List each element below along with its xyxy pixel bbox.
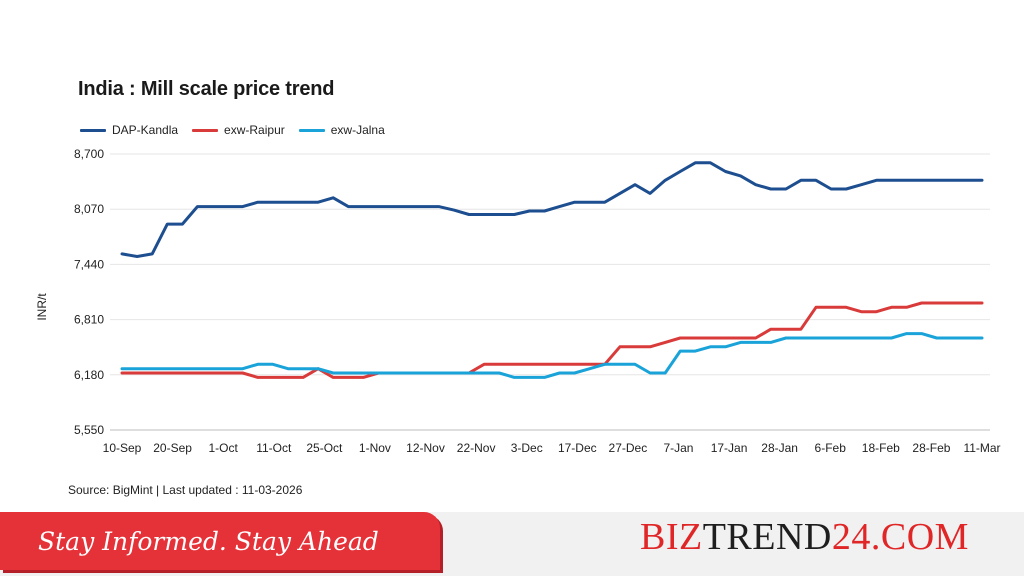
series-lines	[120, 161, 984, 379]
chart-card: India : Mill scale price trend DAP-Kandl…	[35, 78, 1001, 497]
x-tick-label: 25-Oct	[306, 441, 343, 455]
x-tick-label: 12-Nov	[406, 441, 445, 455]
legend-item-dap-kandla: DAP-Kandla	[80, 123, 178, 137]
x-tick-label: 18-Feb	[862, 441, 900, 455]
x-tick-label: 22-Nov	[457, 441, 496, 455]
x-tick-label: 11-Mar	[963, 441, 1000, 455]
legend-swatch-exw-raipur	[192, 128, 219, 132]
y-axis-label: INR/t	[35, 293, 49, 321]
legend-label-dap-kandla: DAP-Kandla	[112, 123, 179, 137]
x-tick-label: 28-Feb	[912, 441, 950, 455]
x-tick-label: 1-Oct	[209, 441, 239, 455]
x-tick-label: 6-Feb	[815, 441, 847, 455]
y-tick-label: 6,180	[74, 368, 104, 382]
source-note: Source: BigMint | Last updated : 11-03-2…	[68, 483, 303, 497]
tagline-box: Stay Informed. Stay Ahead	[0, 512, 440, 570]
x-tick-label: 1-Nov	[359, 441, 391, 455]
tagline-text: Stay Informed. Stay Ahead	[38, 526, 379, 556]
series-line-exw-jalna	[120, 332, 984, 379]
x-tick-label: 17-Jan	[711, 441, 748, 455]
gridlines	[110, 153, 990, 431]
legend-swatch-dap-kandla	[80, 128, 106, 132]
x-tick-label: 20-Sep	[153, 441, 192, 455]
x-tick-label: 11-Oct	[256, 441, 292, 455]
y-axis-ticks: 5,550 6,180 6,810 7,440 8,070 8,700	[74, 147, 104, 437]
y-tick-label: 6,810	[74, 313, 104, 327]
x-axis-ticks: 10-Sep 20-Sep 1-Oct 11-Oct 25-Oct 1-Nov 12-Nov…	[103, 441, 1001, 455]
legend-label-exw-jalna: exw-Jalna	[330, 123, 385, 137]
legend-item-exw-jalna: exw-Jalna	[298, 123, 385, 137]
y-tick-label: 8,700	[74, 147, 104, 161]
y-tick-label: 7,440	[74, 257, 104, 271]
x-tick-label: 3-Dec	[511, 441, 543, 455]
brand-part-biz: BIZ	[640, 516, 703, 558]
x-tick-label: 10-Sep	[103, 441, 142, 455]
line-chart-plot: 5,550 6,180 6,810 7,440 8,070 8,700 10-Sep 20-…	[35, 147, 1001, 455]
series-line-dap-kandla	[120, 161, 984, 258]
series-line-exw-raipur	[120, 301, 984, 379]
brand-part-trend: TREND	[702, 516, 832, 558]
x-tick-label: 17-Dec	[558, 441, 597, 455]
chart-legend: DAP-Kandla exw-Raipur exw-Jalna	[80, 123, 385, 137]
legend-label-exw-raipur: exw-Raipur	[224, 123, 285, 137]
x-tick-label: 27-Dec	[609, 441, 648, 455]
legend-item-exw-raipur: exw-Raipur	[192, 123, 285, 137]
x-tick-label: 7-Jan	[663, 441, 693, 455]
brand-part-24com: 24.COM	[831, 516, 969, 558]
x-tick-label: 28-Jan	[761, 441, 798, 455]
brand-logo[interactable]: BIZTREND24.COM	[640, 515, 969, 559]
y-tick-label: 5,550	[74, 423, 104, 437]
chart-title: India : Mill scale price trend	[78, 78, 335, 100]
y-tick-label: 8,070	[74, 202, 104, 216]
legend-swatch-exw-jalna	[298, 128, 325, 132]
